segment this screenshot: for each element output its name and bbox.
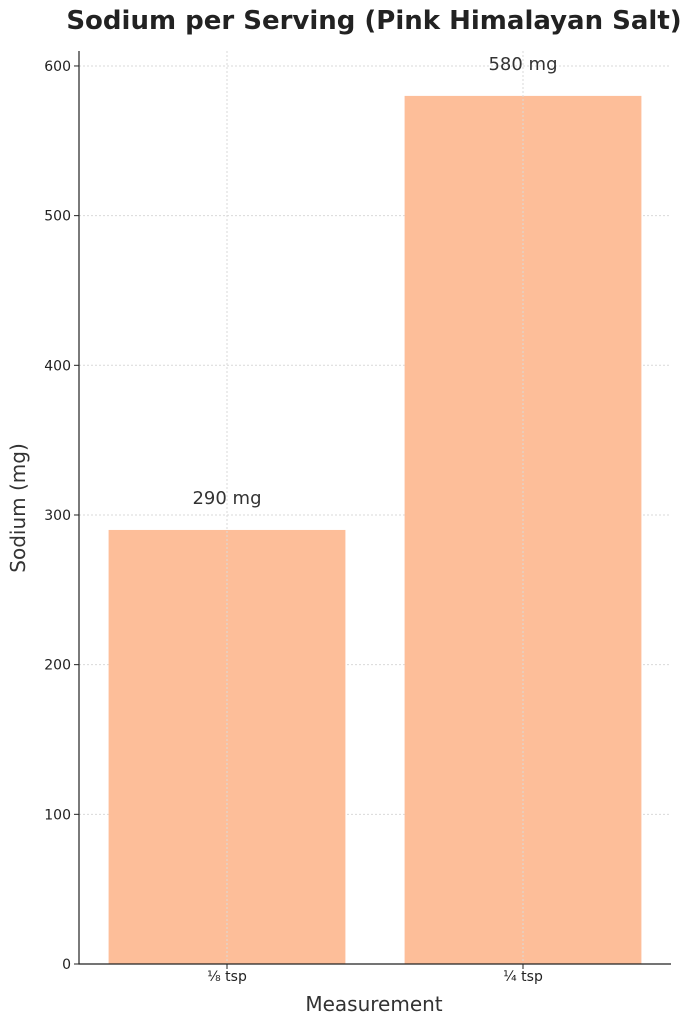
y-tick-label: 600: [44, 59, 71, 75]
y-tick-label: 400: [44, 358, 71, 374]
y-tick-label: 200: [44, 658, 71, 674]
axis-spines: [78, 51, 671, 965]
y-tick-label: 300: [44, 508, 71, 524]
x-axis-label: Measurement: [305, 992, 442, 1016]
data-label: 290 mg: [192, 488, 261, 509]
data-label: 580 mg: [488, 54, 557, 75]
y-tick-label: 0: [62, 957, 71, 973]
bar: [404, 95, 642, 965]
y-axis-label: Sodium (mg): [6, 443, 30, 572]
chart-title: Sodium per Serving (Pink Himalayan Salt): [66, 6, 681, 36]
bars: [108, 95, 642, 965]
y-tick-label: 100: [44, 807, 71, 823]
x-tick-label: ¼ tsp: [503, 969, 543, 985]
data-labels: 290 mg 580 mg: [192, 51, 558, 964]
axes: 0 100 200 300 400 500 600 ⅛ tsp ¼ tsp: [44, 51, 671, 985]
x-tick-label: ⅛ tsp: [207, 969, 247, 985]
y-tick-label: 500: [44, 209, 71, 225]
